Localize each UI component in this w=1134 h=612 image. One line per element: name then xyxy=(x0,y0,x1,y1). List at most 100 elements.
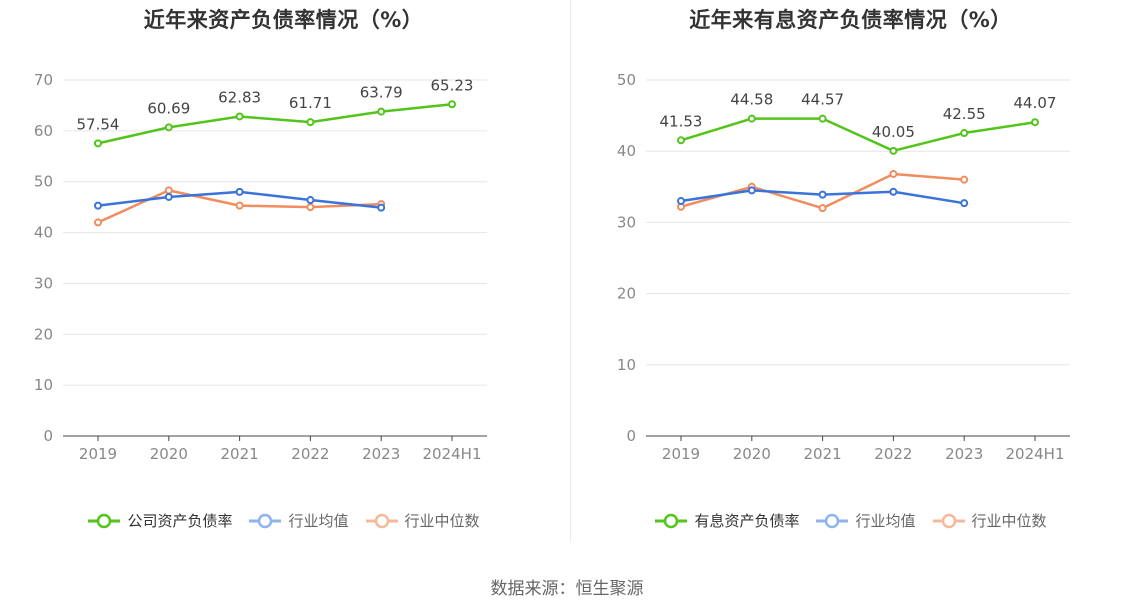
data-point xyxy=(306,196,315,205)
y-tick-label: 10 xyxy=(617,356,636,374)
legend-item[interactable]: 有息资产负债率 xyxy=(654,510,799,531)
data-label: 41.53 xyxy=(660,112,703,130)
legend-swatch-marker xyxy=(97,513,112,528)
legend-label: 行业中位数 xyxy=(404,512,480,530)
chart-plot: 0 10 20 30 40 50 60 70 2019 2020 2021 2022 2023 2024H… xyxy=(34,71,487,463)
panel-divider xyxy=(570,0,571,542)
chart-panel-interest-bearing: 近年来有息资产负债率情况（%） 0 10 20 30 40 50 2019 2020 2021 2… xyxy=(567,0,1134,560)
x-tick-label: 2023 xyxy=(362,445,400,463)
data-label: 63.79 xyxy=(360,84,403,102)
y-tick-label: 0 xyxy=(626,427,636,445)
data-point xyxy=(960,175,969,184)
legend-swatch-icon xyxy=(249,513,282,528)
data-point xyxy=(889,169,898,178)
legend-label: 行业均值 xyxy=(855,512,916,530)
legend-swatch-icon xyxy=(365,513,398,528)
legend-swatch-icon xyxy=(88,513,121,528)
legend-item[interactable]: 行业均值 xyxy=(248,510,349,531)
legend-swatch-icon xyxy=(932,513,965,528)
data-point xyxy=(377,203,386,212)
x-tick-label: 2024H1 xyxy=(423,445,482,463)
x-tick-label: 2021 xyxy=(221,445,259,463)
legend-label: 行业中位数 xyxy=(971,512,1047,530)
x-tick-label: 2022 xyxy=(874,445,912,463)
x-tick-label: 2019 xyxy=(662,445,700,463)
legend-label: 行业均值 xyxy=(288,512,349,530)
y-tick-label: 60 xyxy=(34,122,53,140)
data-point xyxy=(377,107,386,116)
data-point xyxy=(1031,118,1039,127)
chart-legend: 公司资产负债率 行业均值 行业中位数 xyxy=(0,510,567,531)
legend-swatch-marker xyxy=(941,513,956,528)
data-label: 60.69 xyxy=(147,99,190,117)
data-point xyxy=(818,190,827,199)
data-point xyxy=(306,203,315,212)
chart-title: 近年来资产负债率情况（%） xyxy=(143,8,424,32)
data-point xyxy=(677,197,685,206)
data-label: 42.55 xyxy=(943,105,986,123)
y-tick-label: 50 xyxy=(34,173,53,191)
data-source-text: 数据来源：恒生聚源 xyxy=(490,579,644,599)
data-label: 65.23 xyxy=(431,76,474,94)
data-point xyxy=(235,187,244,196)
chart-title: 近年来有息资产负债率情况（%） xyxy=(689,8,1012,32)
y-tick-label: 40 xyxy=(617,142,636,160)
y-tick-label: 40 xyxy=(34,224,53,242)
legend-swatch-icon xyxy=(816,513,849,528)
legend-item[interactable]: 行业中位数 xyxy=(365,510,480,531)
y-tick-label: 30 xyxy=(617,213,636,231)
data-point xyxy=(164,186,173,195)
y-tick-label: 20 xyxy=(617,285,636,303)
legend-swatch-marker xyxy=(258,513,273,528)
data-point xyxy=(94,218,102,227)
data-point xyxy=(889,187,898,196)
data-point xyxy=(677,136,685,145)
data-point xyxy=(235,112,244,121)
x-tick-label: 2021 xyxy=(804,445,842,463)
y-tick-label: 70 xyxy=(34,71,53,89)
data-point xyxy=(960,129,969,138)
data-point xyxy=(306,118,315,127)
data-point xyxy=(235,201,244,210)
legend-swatch-marker xyxy=(664,513,679,528)
legend-item[interactable]: 行业中位数 xyxy=(932,510,1047,531)
data-point xyxy=(960,199,969,208)
y-tick-label: 30 xyxy=(34,274,53,292)
data-label: 62.83 xyxy=(218,88,261,106)
chart-panel-asset-liability: 近年来资产负债率情况（%） 0 10 20 30 40 50 60 70 2019 2020 202… xyxy=(0,0,567,560)
x-tick-label: 2024H1 xyxy=(1006,445,1065,463)
series-line xyxy=(97,103,453,145)
y-tick-label: 50 xyxy=(617,71,636,89)
data-point xyxy=(889,146,898,155)
data-point xyxy=(448,100,456,109)
data-label: 44.58 xyxy=(730,91,773,109)
x-tick-label: 2020 xyxy=(150,445,188,463)
y-tick-label: 20 xyxy=(34,325,53,343)
series-line xyxy=(680,117,1036,153)
data-point xyxy=(164,123,173,132)
chart-legend: 有息资产负债率 行业均值 行业中位数 xyxy=(567,510,1134,531)
legend-label: 有息资产负债率 xyxy=(694,512,800,530)
chart-plot: 0 10 20 30 40 50 2019 2020 2021 2022 2023 2024H1 41.… xyxy=(617,71,1070,463)
legend-item[interactable]: 行业均值 xyxy=(815,510,916,531)
data-point xyxy=(94,201,102,210)
y-tick-label: 0 xyxy=(43,427,53,445)
data-label: 57.54 xyxy=(77,115,120,133)
x-tick-label: 2019 xyxy=(79,445,117,463)
data-label: 44.07 xyxy=(1014,94,1057,112)
x-tick-label: 2020 xyxy=(733,445,771,463)
data-label: 40.05 xyxy=(872,123,915,141)
legend-swatch-icon xyxy=(655,513,688,528)
data-label: 61.71 xyxy=(289,94,332,112)
data-point xyxy=(818,114,827,123)
x-tick-label: 2022 xyxy=(291,445,329,463)
legend-label: 公司资产负债率 xyxy=(127,512,233,530)
y-tick-label: 10 xyxy=(34,376,53,394)
data-point xyxy=(747,186,756,195)
data-label: 44.57 xyxy=(801,91,844,109)
legend-swatch-marker xyxy=(825,513,840,528)
data-point xyxy=(164,192,173,201)
x-tick-label: 2023 xyxy=(945,445,983,463)
legend-item[interactable]: 公司资产负债率 xyxy=(87,510,232,531)
legend-swatch-marker xyxy=(374,513,389,528)
